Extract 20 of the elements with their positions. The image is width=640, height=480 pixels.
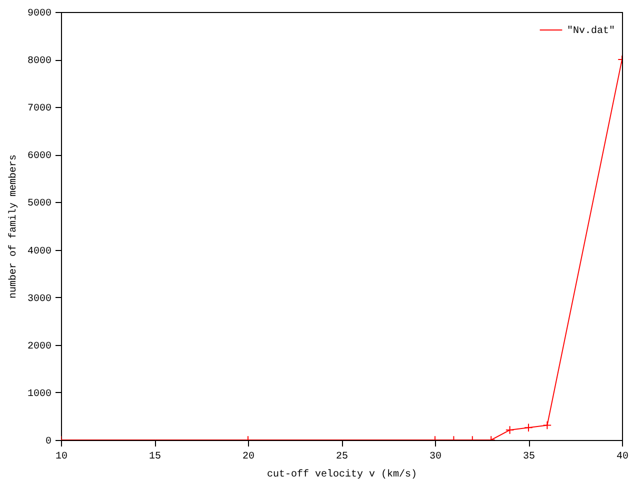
x-tick-label: 15 — [148, 452, 162, 462]
x-tick-label: 20 — [242, 452, 255, 462]
y-tick-label: 9000 — [27, 8, 52, 20]
y-tick-label: 6000 — [27, 151, 52, 162]
y-tick-label: 7000 — [27, 104, 52, 115]
x-tick-label: 10 — [55, 452, 68, 462]
y-tick-label: 8000 — [27, 56, 52, 68]
y-tick-label: 2000 — [27, 341, 52, 352]
x-tick-label: 25 — [336, 452, 348, 462]
y-tick-label: 5000 — [27, 198, 52, 210]
y-axis-title: number of family members — [7, 154, 20, 299]
y-tick-label: 4000 — [27, 246, 52, 258]
y-tick-label: 0 — [45, 436, 52, 448]
y-tick-label: 3000 — [27, 294, 52, 305]
legend-label: "Nv.dat" — [567, 25, 616, 37]
x-tick-label: 30 — [429, 452, 442, 462]
x-tick-label: 40 — [616, 452, 629, 462]
y-tick-label: 1000 — [27, 388, 52, 400]
x-axis-title: cut-off velocity v (km/s) — [266, 468, 418, 480]
x-tick-label: 35 — [522, 452, 536, 462]
